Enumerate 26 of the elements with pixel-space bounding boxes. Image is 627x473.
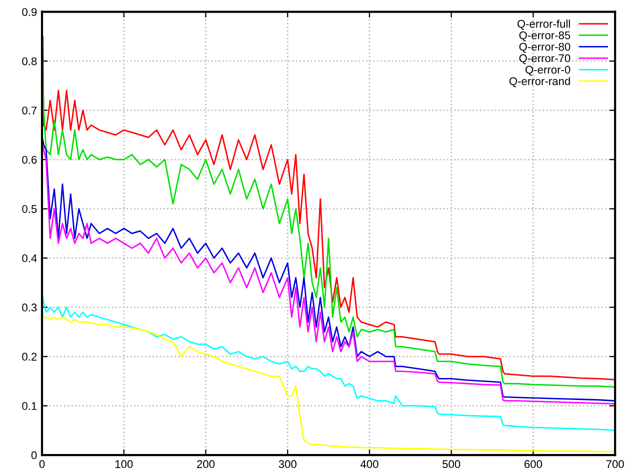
y-tick-label: 0.7	[22, 106, 37, 114]
legend-label: Q-error-0	[525, 66, 570, 76]
legend-label: Q-error-80	[519, 42, 570, 53]
line-series	[42, 312, 616, 452]
legend-label: Q-error-full	[517, 20, 570, 30]
y-tick-label: 0	[31, 451, 37, 460]
y-tick-label: 0.8	[22, 57, 37, 66]
y-tick-label: 0.4	[22, 254, 37, 262]
legend-label: Q-error-70	[519, 54, 570, 64]
y-tick-label: 0.5	[22, 205, 37, 213]
y-tick-label: 0.3	[22, 304, 37, 312]
x-tick-label: 300	[278, 460, 296, 468]
y-tick-label: 0.1	[22, 402, 37, 410]
x-tick-label: 100	[115, 460, 133, 468]
y-tick-label: 0.6	[22, 156, 37, 164]
line-series	[42, 296, 616, 432]
legend-label: Q-error-85	[519, 31, 570, 42]
y-tick-label: 0.2	[22, 352, 37, 361]
x-tick-label: 400	[360, 460, 378, 468]
x-tick-label: 600	[524, 460, 542, 468]
legend-label: Q-error-rand	[509, 76, 570, 88]
x-tick-label: 700	[606, 460, 624, 468]
y-tick-label: 0.9	[22, 8, 37, 16]
x-tick-label: 200	[197, 460, 215, 468]
x-tick-label: 500	[442, 460, 460, 468]
x-tick-label: 0	[39, 460, 45, 468]
